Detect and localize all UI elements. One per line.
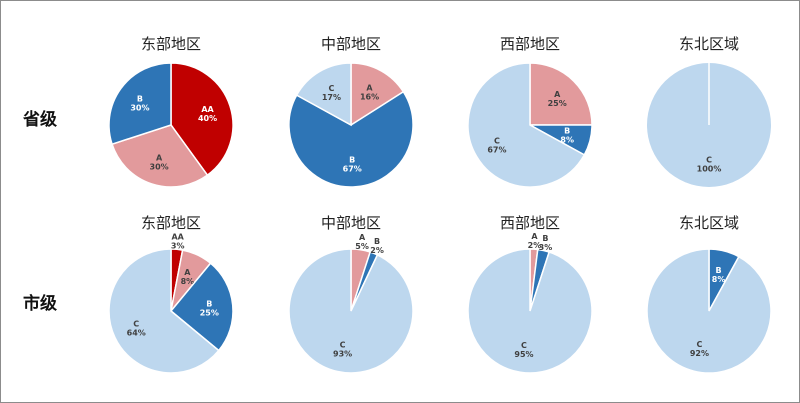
pie-chart: 西部地区 A25% B8% C67% [467,35,593,188]
data-label: AA [201,105,214,114]
data-label: A [531,232,538,241]
pie-slice-c [467,248,593,374]
pie-slice-b [169,262,234,352]
pie-title: 中部地区 [321,35,381,53]
data-label-value: 3% [539,243,553,252]
data-label-value: 92% [690,349,709,358]
pie-slice-b [108,62,172,146]
pie-slice-a [111,124,209,188]
pie-slice-c [295,62,352,127]
data-label-value: 64% [127,328,146,337]
data-label-value: 30% [130,103,149,112]
data-label: AA [171,232,184,241]
data-label: A [359,233,366,242]
data-label-value: 40% [198,114,217,123]
pie-title: 东北区域 [679,35,739,53]
data-label: C [521,341,527,350]
data-label-value: 3% [171,241,185,250]
data-label: B [137,94,143,103]
data-label: C [340,341,346,350]
data-label: B [374,237,380,246]
data-label: A [156,154,163,163]
data-label: B [206,299,212,308]
pie-slice-c [108,248,220,374]
data-label-value: 100% [697,164,722,173]
data-label-value: 67% [343,164,362,173]
data-label-value: 25% [200,308,219,317]
data-label-value: 5% [355,242,369,251]
data-label-value: 17% [322,93,341,102]
pie-title: 中部地区 [321,214,381,232]
data-label: C [328,84,334,93]
pie-chart: 东北区域 B8% C92% [646,214,772,374]
data-label: B [542,234,548,243]
pie-title: 西部地区 [500,35,560,53]
pie-chart: 中部地区 A16% B67% C17% [288,35,414,188]
pie-slice-aa [170,62,234,177]
data-label-value: 95% [514,350,533,359]
pie-slice-a [529,62,593,126]
data-label: A [184,268,191,277]
data-label-value: 8% [181,277,195,286]
data-label-value: 8% [712,275,726,284]
pie-title: 东北区域 [679,214,739,232]
data-label: B [349,155,355,164]
pie-slice-a [350,62,405,127]
data-label: B [716,266,722,275]
pie-slice-c [646,248,772,374]
pie-title: 东部地区 [141,35,201,53]
data-label-value: 67% [487,146,506,155]
data-label: C [133,319,139,328]
data-label: B [564,127,570,136]
pie-title: 东部地区 [141,214,201,232]
data-label-value: 25% [548,99,567,108]
pie-slice-b [288,90,414,188]
data-label: A [554,90,561,99]
pie-slice-c [288,248,414,374]
data-label: A [366,83,373,92]
row-label-provincial: 省级 [23,110,57,130]
data-label: C [494,137,500,146]
data-label: C [697,340,703,349]
pie-slice-c [467,62,586,188]
data-label: C [706,155,712,164]
data-label-value: 16% [360,92,379,101]
row-label-municipal: 市级 [23,294,57,314]
data-label-value: 8% [560,136,574,145]
data-label-value: 30% [150,163,169,172]
data-label-value: 2% [528,241,542,250]
data-label-value: 93% [333,350,352,359]
data-label-value: 2% [370,246,384,255]
pie-title: 西部地区 [500,214,560,232]
